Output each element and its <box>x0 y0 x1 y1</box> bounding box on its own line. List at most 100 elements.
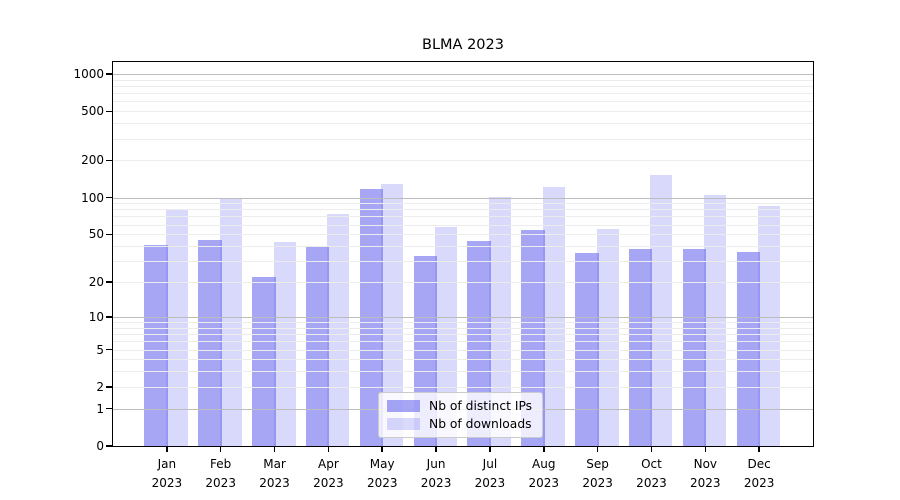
x-tick-mark <box>758 447 760 452</box>
x-tick-mark <box>166 447 168 452</box>
minor-gridline <box>113 86 813 87</box>
x-tick-mark <box>219 447 222 452</box>
minor-gridline <box>113 334 813 336</box>
bar-downloads-4 <box>327 213 350 446</box>
y-tick-mark <box>106 281 112 283</box>
x-tick-mark <box>273 447 276 452</box>
x-tick-mark <box>596 447 599 452</box>
x-tick-label-2: Feb 2023 <box>205 457 236 490</box>
bar-distinct-ips-3 <box>252 277 276 446</box>
x-tick-mark <box>327 447 330 452</box>
bar-distinct-ips-10 <box>628 248 653 446</box>
major-gridline <box>113 74 813 75</box>
x-tick-label-9: Sep 2023 <box>582 457 613 490</box>
y-tick-mark <box>106 110 112 112</box>
bar-distinct-ips-1 <box>144 244 168 446</box>
bar-distinct-ips-4 <box>305 247 330 446</box>
x-tick-label-5: May 2023 <box>366 457 398 490</box>
bar-downloads-8 <box>542 186 565 446</box>
x-tick-label-7: Jul 2023 <box>474 457 506 490</box>
minor-gridline <box>113 261 813 263</box>
bar-downloads-5 <box>381 184 404 446</box>
y-tick-label: 500 <box>81 104 104 119</box>
y-tick-label: 1 <box>96 401 104 416</box>
minor-gridline <box>113 327 813 329</box>
bar-downloads-3 <box>273 242 296 446</box>
minor-gridline <box>113 282 813 284</box>
y-tick-mark <box>106 348 112 351</box>
legend: Nb of distinct IPs Nb of downloads <box>378 392 544 438</box>
minor-gridline <box>113 349 813 351</box>
legend-item-downloads: Nb of downloads <box>387 417 532 431</box>
x-tick-label-3: Mar 2023 <box>259 457 290 490</box>
legend-swatch-distinct-ips <box>387 400 420 412</box>
y-tick-label: 1000 <box>73 67 104 81</box>
minor-gridline <box>113 386 813 388</box>
y-tick-label: 200 <box>81 153 104 168</box>
bar-downloads-9 <box>596 229 619 446</box>
x-tick-label-4: Apr 2023 <box>313 457 344 490</box>
y-tick-label: 5 <box>96 342 104 357</box>
y-tick-mark <box>106 407 112 410</box>
minor-gridline <box>113 322 813 324</box>
x-tick-label-10: Oct 2023 <box>636 457 667 490</box>
minor-gridline <box>113 79 813 81</box>
legend-swatch-downloads <box>387 418 420 430</box>
x-tick-label-11: Nov 2023 <box>690 457 721 490</box>
y-tick-label: 10 <box>88 309 104 324</box>
x-tick-mark <box>489 447 491 452</box>
bar-downloads-7 <box>488 196 511 446</box>
y-tick-mark <box>106 159 112 162</box>
y-tick-mark <box>106 316 112 318</box>
minor-gridline <box>113 371 813 373</box>
bar-distinct-ips-11 <box>682 248 707 446</box>
minor-gridline <box>113 341 813 343</box>
minor-gridline <box>113 111 813 113</box>
major-gridline <box>113 316 813 318</box>
x-tick-label-8: Aug 2023 <box>528 457 560 490</box>
minor-gridline <box>113 93 813 95</box>
major-gridline <box>113 197 813 199</box>
y-tick-label: 100 <box>81 190 104 205</box>
y-tick-mark <box>106 233 112 235</box>
minor-gridline <box>113 234 813 236</box>
bar-downloads-11 <box>704 194 727 446</box>
x-tick-mark <box>704 447 707 452</box>
bar-downloads-12 <box>758 206 781 446</box>
y-tick-mark <box>106 73 112 75</box>
minor-gridline <box>113 203 813 205</box>
y-tick-label: 20 <box>88 275 104 290</box>
minor-gridline <box>113 138 813 140</box>
minor-gridline <box>113 359 813 361</box>
y-tick-mark <box>106 445 112 447</box>
legend-label-downloads: Nb of downloads <box>429 417 532 431</box>
y-tick-mark <box>106 196 112 199</box>
minor-gridline <box>113 216 813 218</box>
bar-distinct-ips-12 <box>736 251 761 446</box>
minor-gridline <box>113 209 813 211</box>
bar-downloads-10 <box>650 175 673 446</box>
x-tick-mark <box>543 447 545 452</box>
bar-downloads-6 <box>435 227 458 446</box>
x-tick-label-6: Jun 2023 <box>420 457 452 490</box>
chart-title: BLMA 2023 <box>422 37 504 53</box>
minor-gridline <box>113 101 813 103</box>
legend-item-distinct-ips: Nb of distinct IPs <box>387 399 532 413</box>
x-tick-mark <box>435 447 437 452</box>
minor-gridline <box>113 123 813 125</box>
minor-gridline <box>113 246 813 248</box>
bar-downloads-1 <box>165 209 188 446</box>
x-tick-label-12: Dec 2023 <box>743 457 775 490</box>
x-tick-label-1: Jan 2023 <box>151 457 183 490</box>
y-tick-mark <box>106 386 112 388</box>
minor-gridline <box>113 160 813 162</box>
bar-distinct-ips-2 <box>198 239 222 446</box>
plot-area: Nb of distinct IPs Nb of downloads 0 1 2 5 1… <box>73 60 815 490</box>
y-tick-label: 0 <box>96 439 104 453</box>
y-tick-label: 2 <box>96 379 104 394</box>
minor-gridline <box>113 224 813 226</box>
y-tick-label: 50 <box>88 227 104 242</box>
x-tick-mark <box>650 447 653 452</box>
x-tick-mark <box>381 447 383 452</box>
